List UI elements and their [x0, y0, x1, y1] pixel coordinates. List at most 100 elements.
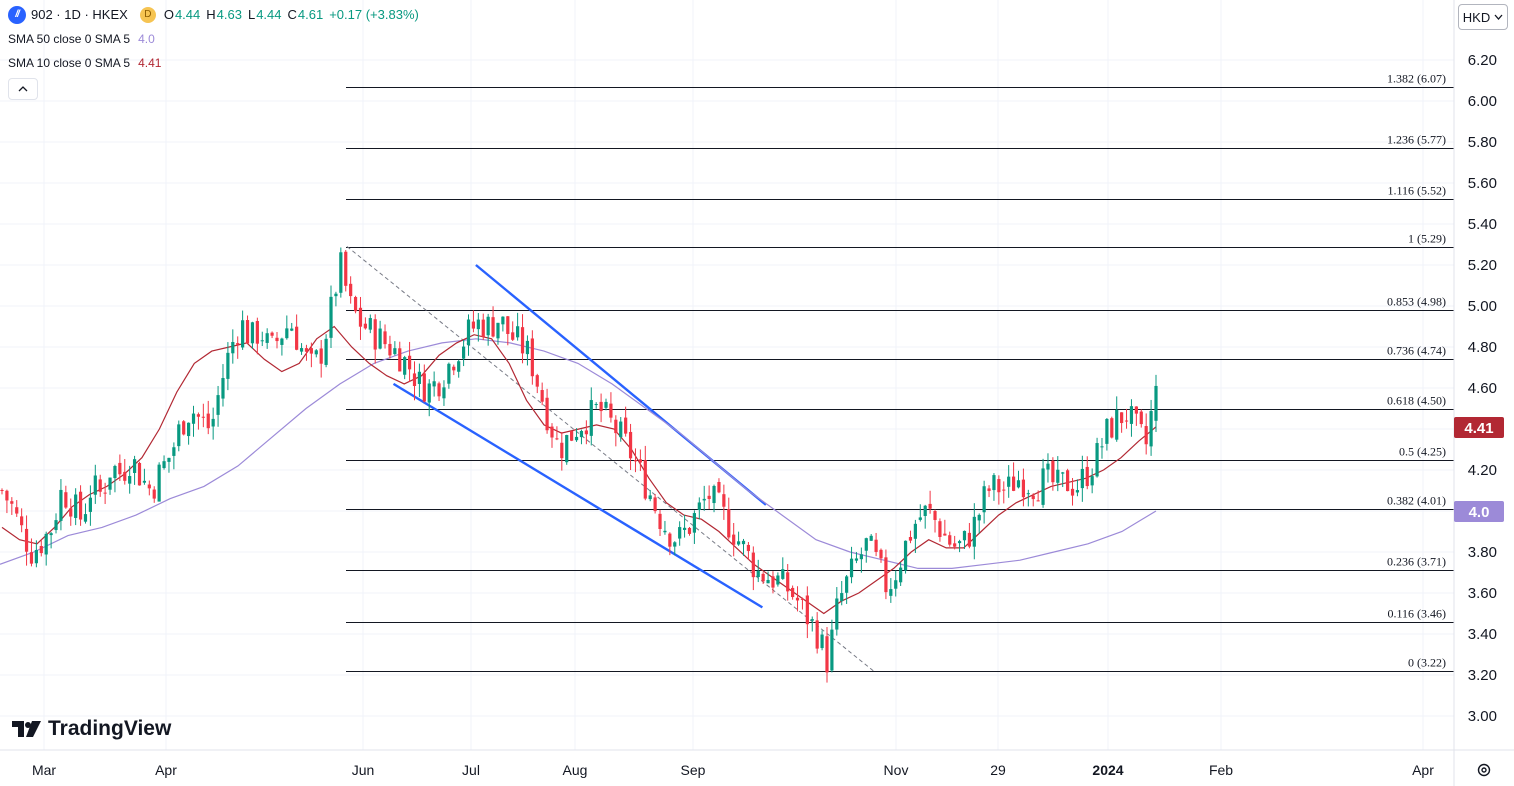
- sma50-value: 4.0: [138, 32, 155, 46]
- candle-body: [869, 535, 873, 541]
- candle-body: [1075, 490, 1080, 493]
- candle-body: [825, 636, 829, 673]
- candle-body: [894, 580, 898, 589]
- x-tick-label: Aug: [563, 762, 588, 778]
- candle-body: [1124, 420, 1129, 422]
- candle-body: [157, 464, 161, 502]
- y-tick-label: 5.80: [1468, 134, 1497, 151]
- collapse-legend-button[interactable]: [8, 78, 38, 100]
- candle-body: [309, 348, 313, 354]
- candle-body: [24, 528, 29, 552]
- candle-body: [594, 404, 598, 406]
- y-tick-label: 6.20: [1468, 52, 1497, 69]
- sma50-row[interactable]: SMA 50 close 0 SMA 5 4.0: [8, 30, 425, 48]
- candle-body: [516, 326, 520, 338]
- candle-body: [540, 390, 544, 402]
- candle-body: [579, 430, 584, 438]
- candle-body: [736, 541, 741, 545]
- candle-body: [702, 498, 706, 501]
- chevron-up-icon: [18, 86, 28, 92]
- candle-body: [20, 516, 24, 526]
- candle-body: [923, 505, 927, 516]
- fib-level-label: 0.116 (3.46): [1387, 607, 1446, 621]
- dividend-icon[interactable]: D: [139, 7, 156, 23]
- y-tick-label: 5.00: [1468, 298, 1497, 315]
- candle-body: [1120, 412, 1124, 424]
- sma10-row[interactable]: SMA 10 close 0 SMA 5 4.41: [8, 54, 425, 72]
- candle-body: [1129, 406, 1134, 424]
- candle-body: [422, 373, 426, 402]
- candle-body: [859, 554, 863, 560]
- candle-body: [432, 381, 436, 387]
- currency-button[interactable]: HKD: [1458, 4, 1508, 30]
- candle-body: [1070, 488, 1075, 496]
- candle-body: [496, 322, 500, 339]
- candles[interactable]: [0, 247, 1158, 683]
- candle-body: [678, 527, 682, 539]
- candle-body: [128, 476, 132, 484]
- y-tick-label: 6.00: [1468, 93, 1497, 110]
- candle-body: [442, 387, 446, 399]
- candle-body: [692, 513, 696, 533]
- candle-body: [987, 488, 991, 491]
- candle-body: [481, 319, 485, 337]
- candle-body: [1046, 463, 1050, 470]
- candle-body: [619, 421, 623, 438]
- candle-body: [491, 317, 495, 337]
- y-tick-label: 3.60: [1468, 585, 1497, 602]
- candle-body: [462, 346, 466, 359]
- fib-level-label: 1.116 (5.52): [1387, 184, 1446, 198]
- candle-body: [182, 421, 186, 435]
- candle-body: [339, 252, 343, 293]
- candle-body: [98, 479, 102, 492]
- high-value: 4.63: [216, 7, 242, 22]
- gear-icon[interactable]: [1474, 760, 1494, 780]
- candle-body: [658, 513, 662, 530]
- candle-body: [275, 337, 279, 342]
- candle-body: [280, 338, 284, 345]
- tradingview-logo-icon: [12, 721, 41, 737]
- candle-body: [943, 533, 947, 536]
- candle-body: [368, 318, 372, 330]
- candle-body: [967, 532, 971, 547]
- symbol-line[interactable]: 902 · 1D · HKEX: [31, 7, 128, 22]
- candle-body: [933, 510, 937, 520]
- candle-body: [962, 530, 967, 541]
- candle-body: [992, 475, 996, 491]
- candle-body: [93, 475, 97, 495]
- tradingview-logo[interactable]: TradingView: [12, 717, 171, 741]
- candle-body: [44, 533, 48, 555]
- sma10-path: [1, 325, 1157, 615]
- symbol-logo-icon: //: [8, 6, 26, 24]
- candle-body: [64, 492, 68, 508]
- candle-body: [751, 552, 755, 578]
- candle-body: [5, 490, 9, 501]
- candle-body: [1016, 480, 1021, 488]
- y-tick-label: 3.40: [1468, 626, 1497, 643]
- candle-body: [663, 530, 667, 533]
- fib-level-label: 1 (5.29): [1408, 232, 1446, 246]
- candle-body: [398, 348, 402, 372]
- candle-body: [687, 527, 692, 534]
- candle-body: [59, 489, 63, 521]
- candle-body: [295, 326, 299, 350]
- candle-body: [270, 332, 274, 336]
- candle-body: [167, 457, 171, 462]
- candle-body: [324, 338, 328, 365]
- candle-body: [1036, 500, 1040, 502]
- candle-body: [191, 413, 196, 424]
- candle-body: [373, 319, 377, 350]
- y-tick-label: 5.40: [1468, 216, 1497, 233]
- candle-body: [88, 497, 92, 512]
- candle-body: [874, 539, 878, 552]
- legend: // 902 · 1D · HKEX D O 4.44 H 4.63 L 4.44 C…: [8, 6, 425, 72]
- candle-body: [756, 570, 760, 578]
- candle-body: [565, 435, 569, 463]
- candle-body: [1031, 495, 1035, 500]
- logo-text: TradingView: [48, 717, 172, 740]
- candle-body: [383, 331, 387, 345]
- candle-body: [1056, 469, 1060, 483]
- y-tick-label: 5.60: [1468, 175, 1497, 192]
- candle-body: [314, 350, 318, 355]
